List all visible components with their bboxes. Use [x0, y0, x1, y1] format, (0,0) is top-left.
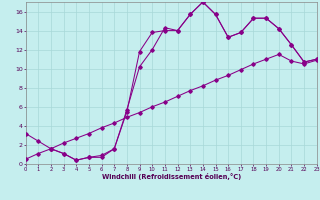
X-axis label: Windchill (Refroidissement éolien,°C): Windchill (Refroidissement éolien,°C) — [101, 173, 241, 180]
